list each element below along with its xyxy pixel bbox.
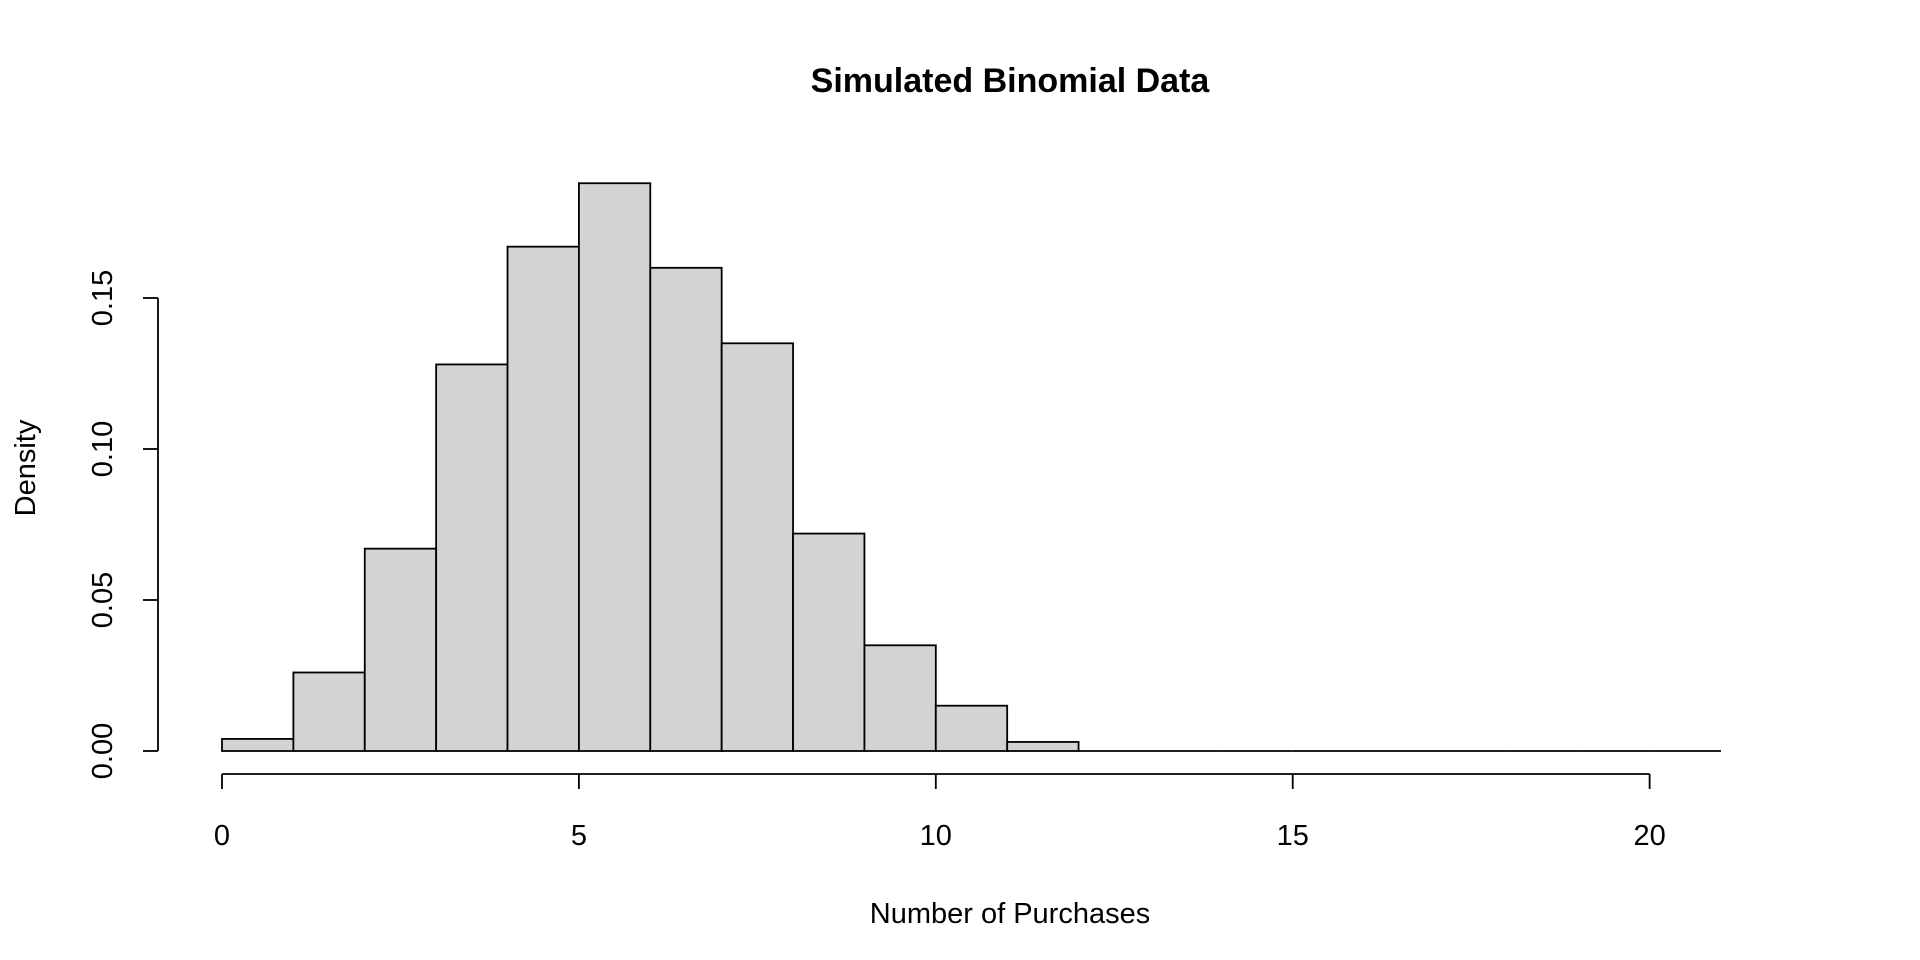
histogram-bar (1006, 741, 1080, 752)
histogram-bar (649, 266, 723, 752)
histogram-bar (292, 671, 366, 752)
y-axis-label: Density (10, 419, 42, 516)
y-axis: 0.00 0.05 0.10 0.15 (87, 270, 159, 779)
histogram-bar (792, 532, 866, 752)
x-tick-label: 10 (920, 820, 952, 852)
histogram-bar (720, 342, 794, 752)
x-tick-label: 20 (1633, 820, 1665, 852)
x-tick-label: 15 (1277, 820, 1309, 852)
chart-title: Simulated Binomial Data (811, 62, 1211, 100)
y-tick-label: 0.10 (87, 421, 119, 477)
bars-group (221, 182, 1721, 752)
x-tick-label: 0 (214, 820, 230, 852)
histogram-bar (578, 182, 652, 752)
x-axis-label: Number of Purchases (870, 898, 1150, 930)
y-tick-label: 0.15 (87, 270, 119, 326)
histogram-bar (363, 547, 438, 752)
histogram-bar (506, 245, 580, 752)
histogram-bar (934, 704, 1009, 752)
x-tick-label: 5 (571, 820, 587, 852)
y-tick-label: 0.00 (87, 723, 119, 779)
x-axis: 0 5 10 15 20 (214, 773, 1666, 852)
histogram-bar (435, 363, 509, 752)
y-tick-label: 0.05 (87, 572, 119, 628)
histogram-bar (863, 644, 937, 752)
histogram-bar (221, 738, 295, 752)
